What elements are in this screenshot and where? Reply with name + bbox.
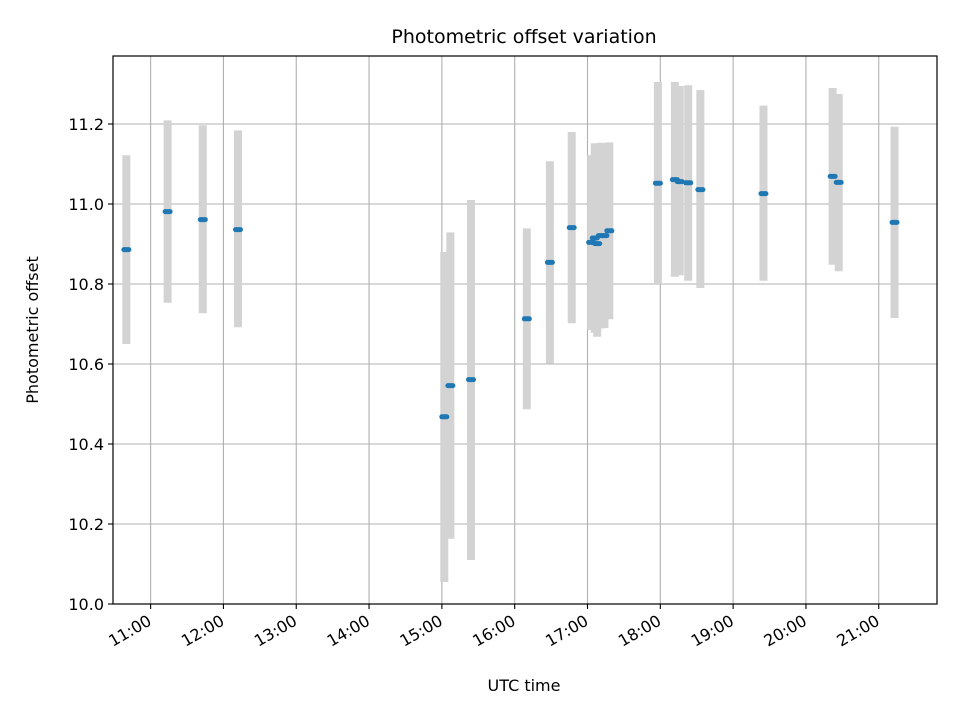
data-point: [566, 225, 577, 231]
x-tick-label: 12:00: [178, 611, 227, 651]
data-point: [162, 209, 173, 215]
y-tick-label: 10.4: [68, 435, 104, 454]
data-point: [544, 259, 555, 265]
x-tick-label: 17:00: [542, 611, 591, 651]
x-tick-label: 21:00: [833, 611, 882, 651]
y-axis-title: Photometric offset: [23, 256, 42, 404]
data-point: [121, 247, 132, 253]
y-axis-ticks: 10.0 10.2 10.4 10.6 10.8 11.0 11.2: [68, 115, 113, 614]
x-tick-label: 18:00: [615, 611, 664, 651]
y-tick-label: 10.0: [68, 595, 104, 614]
data-point: [445, 383, 456, 389]
data-point: [833, 179, 844, 185]
data-point: [683, 180, 694, 186]
data-point: [465, 377, 476, 383]
data-point: [827, 173, 838, 179]
data-point: [695, 187, 706, 193]
plot-frame: [112, 55, 938, 605]
chart-title: Photometric offset variation: [391, 26, 656, 48]
y-tick-label: 10.6: [68, 355, 104, 374]
y-tick-label: 11.0: [68, 195, 104, 214]
x-tick-label: 13:00: [251, 611, 300, 651]
data-points: [121, 173, 900, 420]
data-point: [604, 228, 615, 234]
x-tick-label: 19:00: [688, 611, 737, 651]
data-point: [521, 316, 532, 322]
data-point: [889, 219, 900, 225]
data-point: [232, 227, 243, 233]
x-axis-title: UTC time: [488, 676, 561, 695]
y-tick-label: 10.2: [68, 515, 104, 534]
data-point: [592, 241, 603, 247]
x-tick-label: 14:00: [324, 611, 373, 651]
data-point: [758, 191, 769, 197]
data-point: [439, 414, 450, 420]
data-point: [674, 179, 685, 185]
errorbars: [122, 82, 899, 582]
y-tick-label: 10.8: [68, 275, 104, 294]
x-tick-label: 11:00: [105, 611, 154, 651]
x-tick-label: 16:00: [469, 611, 518, 651]
data-point: [652, 180, 663, 186]
x-tick-label: 20:00: [761, 611, 810, 651]
x-tick-label: 15:00: [396, 611, 445, 651]
data-point: [599, 233, 610, 239]
data-point: [197, 217, 208, 223]
y-tick-label: 11.2: [68, 115, 104, 134]
x-axis-ticks: 11:00 12:00 13:00 14:00 15:00 16:00 17:00 18:00…: [105, 604, 883, 651]
